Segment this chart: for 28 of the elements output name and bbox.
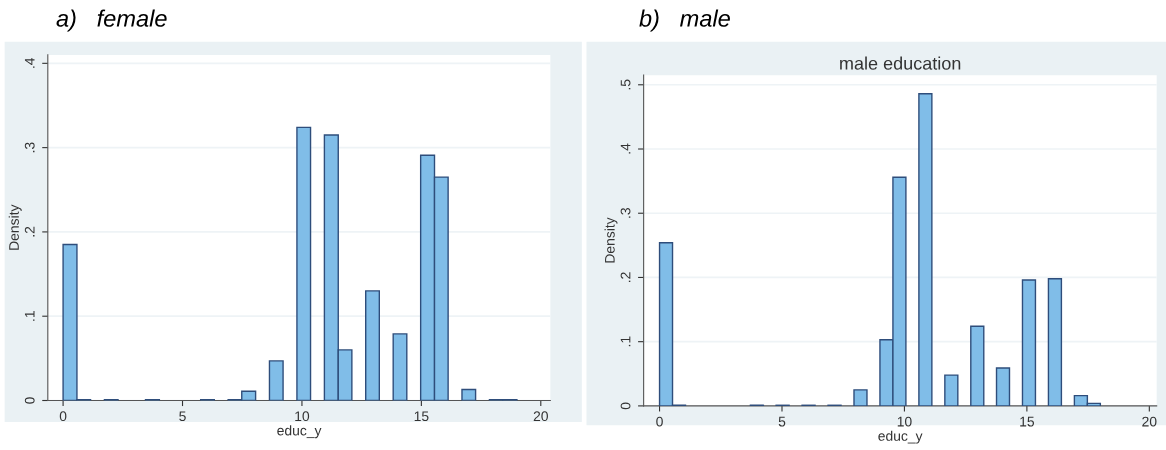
x-tick-label: 15 (414, 411, 429, 422)
y-tick-label: .2 (24, 226, 35, 237)
x-tick-label: 0 (656, 416, 663, 427)
chart-title: male education (840, 56, 961, 70)
y-tick-label: .1 (24, 311, 35, 321)
y-tick-label: 0 (620, 402, 631, 410)
x-tick-label: 0 (59, 411, 67, 422)
x-tick-label: 15 (1020, 416, 1035, 427)
x-tick-label: 20 (1142, 416, 1157, 427)
x-axis-title: educ_y (277, 425, 322, 439)
x-axis-title: educ_y (878, 430, 923, 444)
y-tick-label: .3 (620, 208, 631, 218)
y-tick-label: .2 (620, 272, 631, 282)
x-tick-label: 10 (897, 416, 912, 427)
y-tick-label: .1 (620, 336, 631, 347)
x-tick-label: 20 (533, 411, 548, 422)
y-tick-label: 0 (24, 397, 35, 404)
text: b) male (639, 9, 730, 32)
x-tick-label: 10 (295, 411, 310, 422)
y-tick-label: .5 (620, 79, 631, 90)
y-tick-label: .4 (24, 57, 35, 68)
x-tick-label: 5 (778, 416, 786, 427)
y-tick-label: .3 (24, 142, 35, 153)
x-tick-label: 5 (179, 411, 186, 422)
y-tick-label: .4 (620, 143, 631, 154)
y-axis-title: Density (604, 217, 618, 263)
text: a) female (56, 9, 167, 32)
y-axis-title: Density (8, 204, 22, 250)
